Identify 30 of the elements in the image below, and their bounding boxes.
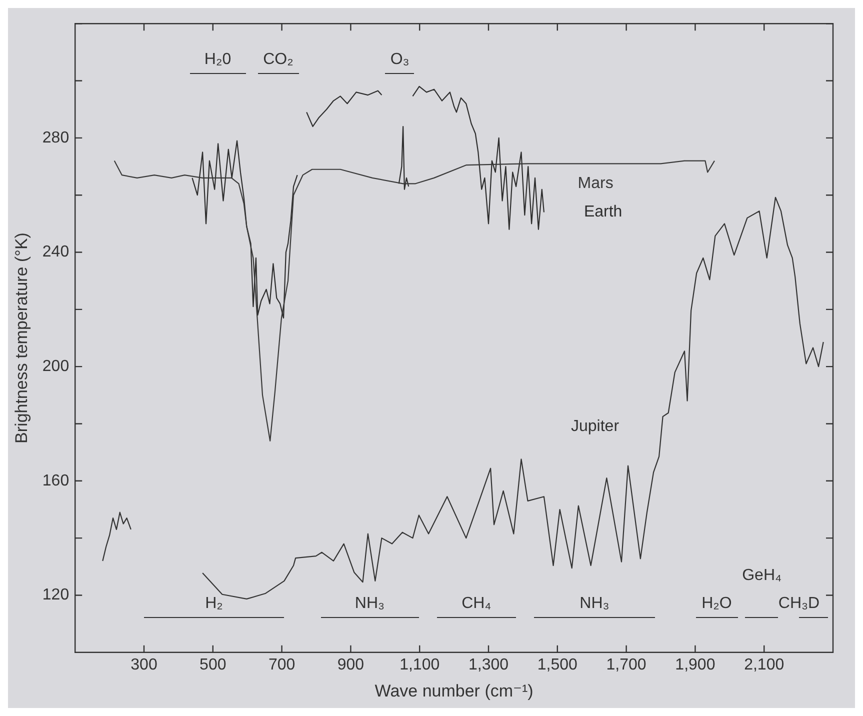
annotation: CO₂: [263, 50, 294, 70]
x-tick-label: 1,700: [606, 656, 646, 674]
x-tick-label: 500: [200, 656, 226, 674]
annotation: H₂: [205, 594, 223, 614]
y-tick-label: 280: [42, 129, 70, 146]
annotation: H₂O: [702, 594, 732, 614]
annotation: NH₃: [354, 594, 385, 614]
x-tick-label: 1,900: [675, 656, 716, 674]
x-tick-label: 1,500: [537, 656, 578, 674]
series-label: Mars: [578, 175, 614, 192]
annotation: CH₄: [462, 594, 492, 614]
y-tick-label: 160: [42, 472, 70, 490]
text: Jupiter: [570, 418, 620, 436]
y-tick-label: 240: [42, 244, 70, 261]
x-tick-label: 1,100: [400, 656, 440, 674]
x-tick-label: 300: [130, 656, 158, 674]
annotation: H₂0: [204, 50, 232, 70]
annotation: NH₃: [580, 594, 610, 614]
annotation: GeH₄: [742, 566, 782, 586]
y-tick-label: 200: [42, 358, 70, 375]
x-axis-title: Wave number (cm⁻¹): [374, 681, 534, 700]
annotation: CH₃D: [778, 594, 820, 614]
x-tick-label: 1,300: [468, 656, 509, 674]
x-tick-label: 2,100: [744, 656, 784, 674]
text: Earth: [584, 204, 622, 221]
x-tick-label: 700: [268, 656, 296, 674]
y-axis-title: Brightness temperature (°K): [12, 232, 31, 444]
x-tick-label: 900: [337, 656, 364, 674]
y-tick-label: 120: [42, 586, 70, 604]
annotation: O₃: [390, 50, 410, 70]
